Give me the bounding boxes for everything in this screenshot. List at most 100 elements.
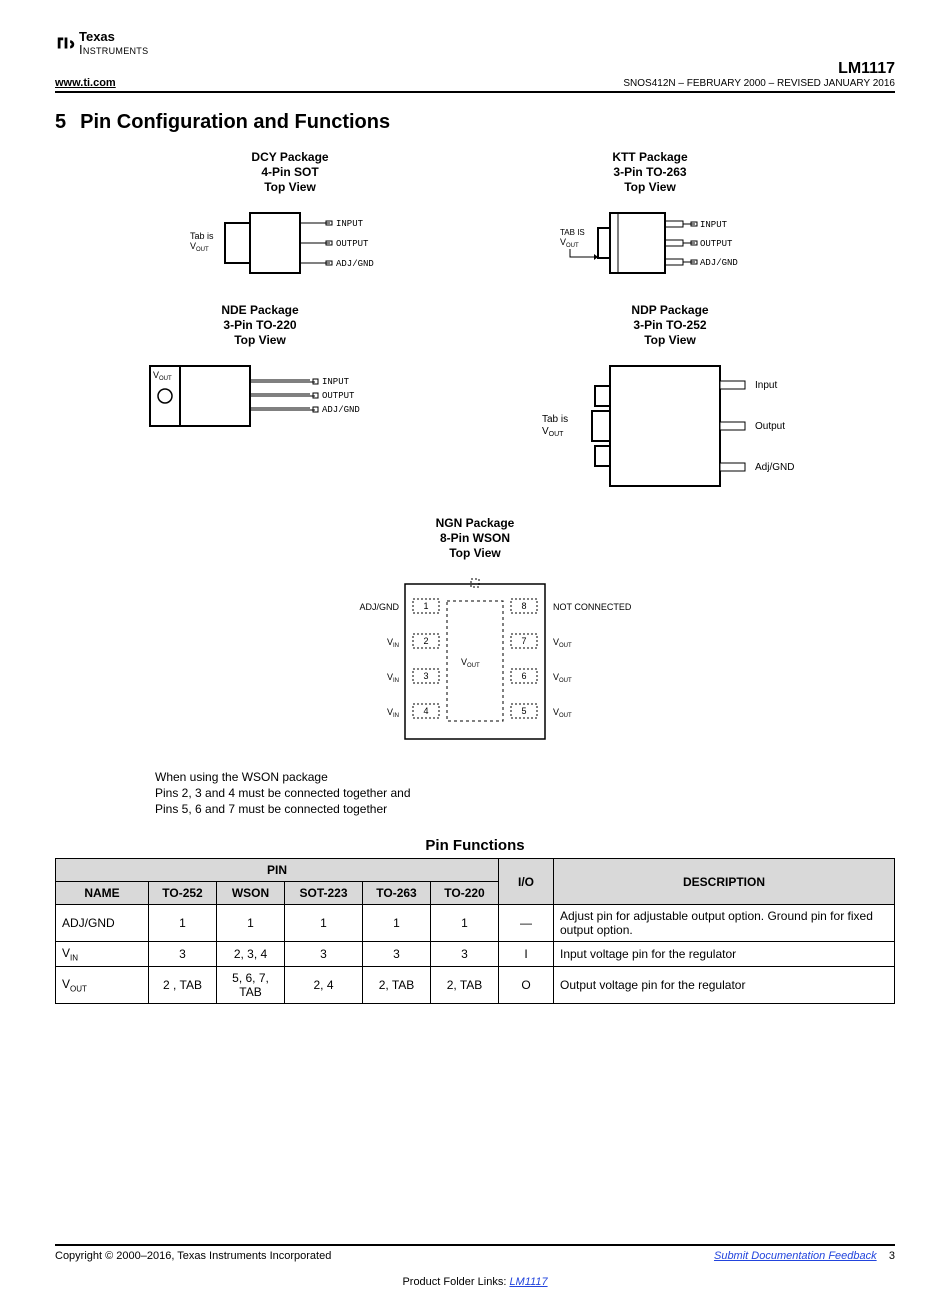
ngn-title-l3: Top View (436, 546, 515, 561)
ktt-title-l3: Top View (612, 180, 687, 195)
cell-io: O (499, 967, 554, 1004)
doc-revision: SNOS412N – FEBRUARY 2000 – REVISED JANUA… (623, 78, 895, 89)
cell-desc: Adjust pin for adjustable output option.… (554, 905, 895, 942)
th-c1: TO-252 (149, 882, 217, 905)
cell: 2, TAB (363, 967, 431, 1004)
nde-title-l1: NDE Package (221, 303, 298, 318)
package-ndp: NDP Package 3-Pin TO-252 Top View Input … (530, 303, 810, 496)
cell: 2, TAB (431, 967, 499, 1004)
ktt-title-l1: KTT Package (612, 150, 687, 165)
svg-text:TAB IS: TAB IS (560, 228, 585, 237)
svg-text:ADJ/GND: ADJ/GND (336, 259, 374, 269)
svg-text:VOUT: VOUT (553, 707, 572, 719)
nde-diagram: VOUT INPUT OUTPUT ADJ/GND (140, 356, 380, 436)
product-folder-links: Product Folder Links: LM1117 (55, 1276, 895, 1288)
ndp-diagram: Input Output Adj/GND Tab is VOUT (530, 356, 810, 496)
note-l1: When using the WSON package (155, 769, 895, 785)
nde-title-l2: 3-Pin TO-220 (221, 318, 298, 333)
th-name: NAME (56, 882, 149, 905)
svg-text:INPUT: INPUT (700, 220, 728, 230)
note-l2: Pins 2, 3 and 4 must be connected togeth… (155, 785, 895, 801)
page-footer: Copyright © 2000–2016, Texas Instruments… (55, 1244, 895, 1262)
svg-text:7: 7 (521, 636, 526, 646)
svg-text:VOUT: VOUT (553, 672, 572, 684)
pf-text: Product Folder Links: (402, 1276, 509, 1288)
svg-text:VOUT: VOUT (553, 637, 572, 649)
th-desc: DESCRIPTION (554, 859, 895, 905)
svg-text:Input: Input (755, 380, 777, 391)
ngn-title-l2: 8-Pin WSON (436, 531, 515, 546)
svg-text:INPUT: INPUT (336, 219, 364, 229)
cell: 2, 3, 4 (217, 942, 285, 967)
cell: 2 , TAB (149, 967, 217, 1004)
svg-text:OUTPUT: OUTPUT (336, 239, 369, 249)
section-heading: 5Pin Configuration and Functions (55, 111, 895, 134)
svg-text:ADJ/GND: ADJ/GND (700, 258, 738, 268)
dcy-title-l2: 4-Pin SOT (251, 165, 328, 180)
page-number: 3 (889, 1250, 895, 1262)
cell: 1 (285, 905, 363, 942)
section-number: 5 (55, 111, 66, 133)
svg-text:8: 8 (521, 601, 526, 611)
svg-text:VOUT: VOUT (190, 241, 209, 253)
dcy-title-l1: DCY Package (251, 150, 328, 165)
th-c4: TO-263 (363, 882, 431, 905)
ndp-title-l2: 3-Pin TO-252 (631, 318, 708, 333)
svg-text:VIN: VIN (387, 707, 399, 719)
dcy-diagram: INPUT OUTPUT ADJ/GND Tab is VOUT (190, 203, 390, 283)
svg-text:OUTPUT: OUTPUT (322, 391, 355, 401)
ktt-title-l2: 3-Pin TO-263 (612, 165, 687, 180)
ngn-title-l1: NGN Package (436, 516, 515, 531)
svg-text:INPUT: INPUT (322, 377, 350, 387)
cell: 5, 6, 7, TAB (217, 967, 285, 1004)
pin-functions-title: Pin Functions (55, 837, 895, 854)
copyright-text: Copyright © 2000–2016, Texas Instruments… (55, 1250, 331, 1262)
top-bar: www.ti.com LM1117 SNOS412N – FEBRUARY 20… (55, 60, 895, 93)
ndp-title-l3: Top View (631, 333, 708, 348)
svg-text:ADJ/GND: ADJ/GND (322, 405, 360, 415)
wson-note: When using the WSON package Pins 2, 3 an… (155, 769, 895, 817)
svg-text:VIN: VIN (387, 637, 399, 649)
part-number: LM1117 (623, 60, 895, 78)
ndp-title-l1: NDP Package (631, 303, 708, 318)
ti-logo-icon (55, 32, 77, 54)
table-row: VOUT2 , TAB5, 6, 7, TAB2, 42, TAB2, TABO… (56, 967, 895, 1004)
package-ngn: NGN Package 8-Pin WSON Top View VOUT 1AD… (295, 516, 655, 749)
table-row: VIN32, 3, 4333IInput voltage pin for the… (56, 942, 895, 967)
cell: 3 (431, 942, 499, 967)
svg-text:OUTPUT: OUTPUT (700, 239, 733, 249)
svg-text:ADJ/GND: ADJ/GND (359, 602, 399, 612)
cell-desc: Output voltage pin for the regulator (554, 967, 895, 1004)
th-io: I/O (499, 859, 554, 905)
cell: 1 (363, 905, 431, 942)
brand-line2: Instruments (79, 43, 148, 56)
package-ktt: KTT Package 3-Pin TO-263 Top View INPUT … (540, 150, 760, 283)
pf-link[interactable]: LM1117 (509, 1276, 547, 1288)
th-c2: WSON (217, 882, 285, 905)
note-l3: Pins 5, 6 and 7 must be connected togeth… (155, 801, 895, 817)
pin-name: VOUT (56, 967, 149, 1004)
dcy-title-l3: Top View (251, 180, 328, 195)
package-nde: NDE Package 3-Pin TO-220 Top View VOUT I… (140, 303, 380, 496)
cell-io: I (499, 942, 554, 967)
cell: 1 (431, 905, 499, 942)
svg-text:NOT CONNECTED: NOT CONNECTED (553, 602, 632, 612)
cell-desc: Input voltage pin for the regulator (554, 942, 895, 967)
cell: 1 (217, 905, 285, 942)
svg-text:Adj/GND: Adj/GND (755, 462, 794, 473)
th-c3: SOT-223 (285, 882, 363, 905)
svg-text:3: 3 (423, 671, 428, 681)
feedback-link[interactable]: Submit Documentation Feedback (714, 1250, 877, 1262)
ngn-diagram: VOUT 1ADJ/GND 2VIN 3VIN 4VIN 8NOT CONNEC… (295, 569, 655, 749)
svg-text:VOUT: VOUT (560, 237, 579, 249)
ktt-diagram: INPUT OUTPUT ADJ/GND TAB IS VOUT (540, 203, 760, 283)
th-pin: PIN (56, 859, 499, 882)
package-dcy: DCY Package 4-Pin SOT Top View INPUT OUT… (190, 150, 390, 283)
url-link[interactable]: www.ti.com (55, 77, 116, 89)
svg-text:4: 4 (423, 706, 428, 716)
pin-functions-table: PIN I/O DESCRIPTION NAME TO-252 WSON SOT… (55, 858, 895, 1004)
cell: 1 (149, 905, 217, 942)
svg-text:Output: Output (755, 421, 785, 432)
th-c5: TO-220 (431, 882, 499, 905)
ti-logo: Texas Instruments (55, 30, 895, 56)
